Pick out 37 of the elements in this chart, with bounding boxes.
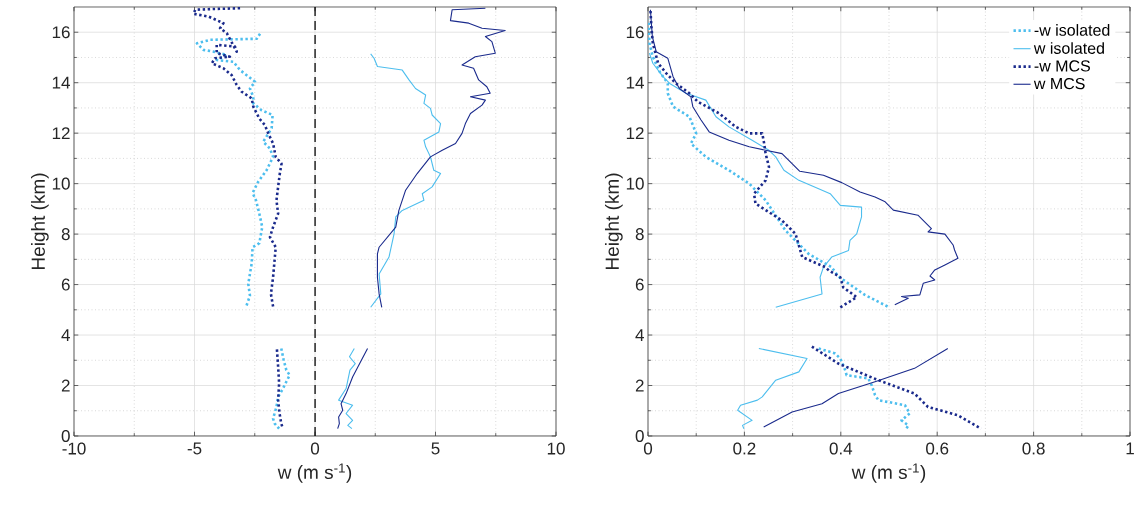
y-tick-label: 2 [61,379,70,392]
legend-label: -w isolated [1034,24,1110,36]
y-tick-label: 10 [626,177,644,190]
legend-label: -w MCS [1034,60,1090,72]
x-tick-label: -5 [187,442,202,455]
y-tick-label: 6 [61,278,70,291]
y-tick-label: 16 [52,26,70,39]
y-tick-label: 8 [61,228,70,241]
y-tick-label: 0 [61,429,70,443]
y-tick-label: 12 [52,127,70,140]
y-tick-label: 10 [52,177,70,190]
y-tick-label: 2 [635,379,644,392]
y-tick-label: 6 [635,278,644,291]
x-tick-label: 0 [643,442,653,455]
x-axis-title: w (m s$^{-1}$) [851,463,926,483]
x-tick-label: 0.4 [829,442,853,455]
y-tick-label: 4 [61,329,70,341]
legend-label: w isolated [1033,42,1104,54]
x-axis-title: w (m s$^{-1}$) [277,463,352,483]
y-axis-title: Height (km) [30,173,49,270]
y-tick-label: 0 [635,429,644,443]
y-tick-label: 16 [626,26,644,39]
y-tick-label: 4 [635,329,644,341]
legend-label: w MCS [1033,77,1085,90]
x-tick-label: 10 [547,442,565,455]
x-tick-label: 1 [1126,442,1134,455]
x-tick-label: 5 [431,442,440,455]
y-axis-title: Height (km) [604,173,623,270]
x-tick-label: 0.8 [1022,442,1045,455]
y-tick-label: 8 [635,228,644,241]
x-tick-label: 0.6 [926,442,949,455]
x-tick-label: 0.2 [733,442,756,455]
x-tick-label: -10 [62,442,86,455]
y-tick-label: 12 [626,127,644,140]
y-tick-label: 14 [52,76,70,89]
x-tick-label: 0 [310,442,320,455]
y-tick-label: 14 [626,76,644,89]
